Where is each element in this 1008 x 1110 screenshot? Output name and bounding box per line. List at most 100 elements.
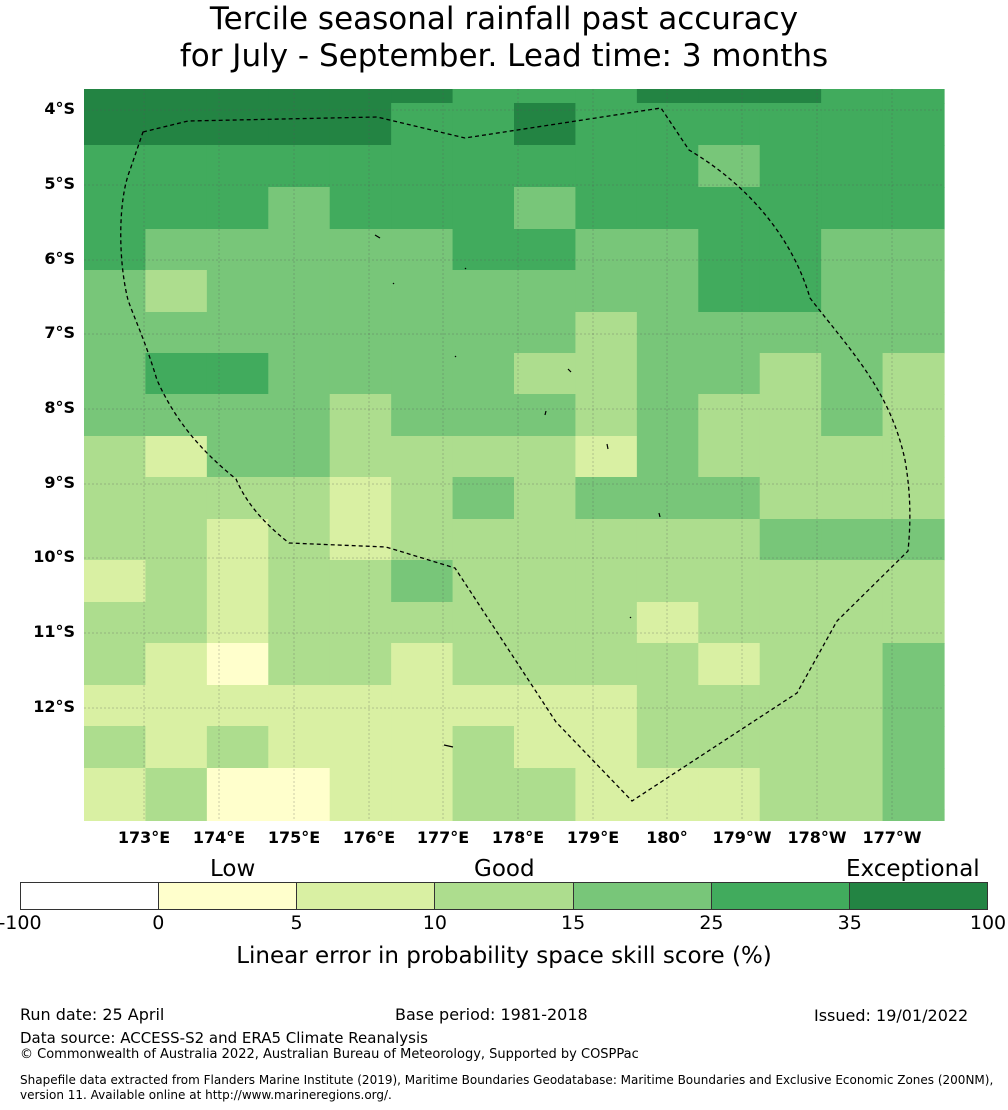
skill-cell bbox=[759, 394, 822, 437]
skill-cell bbox=[698, 436, 761, 478]
skill-cell bbox=[84, 312, 147, 354]
skill-cell bbox=[759, 89, 822, 104]
longitude-label: 177°E bbox=[416, 828, 470, 847]
skill-cell bbox=[329, 270, 392, 313]
category-good: Good bbox=[474, 856, 535, 882]
skill-cell bbox=[145, 768, 208, 810]
skill-cell bbox=[145, 103, 208, 146]
longitude-label: 180° bbox=[646, 828, 688, 847]
skill-cell bbox=[84, 768, 147, 810]
skill-cell bbox=[514, 103, 577, 146]
shapefile-credit: Shapefile data extracted from Flanders M… bbox=[20, 1073, 994, 1102]
skill-cell bbox=[698, 145, 761, 188]
copyright: © Commonwealth of Australia 2022, Austra… bbox=[20, 1047, 639, 1062]
skill-cell bbox=[821, 477, 884, 520]
skill-cell bbox=[452, 187, 515, 230]
skill-cell bbox=[514, 477, 577, 520]
skill-cell bbox=[636, 809, 699, 821]
skill-cell bbox=[206, 229, 269, 271]
skill-cell bbox=[698, 187, 761, 230]
skill-cell bbox=[268, 809, 331, 821]
skill-cell bbox=[821, 394, 884, 437]
skill-cell bbox=[759, 187, 822, 230]
skill-cell bbox=[759, 436, 822, 478]
skill-cell bbox=[759, 560, 822, 603]
skill-cell bbox=[452, 103, 515, 146]
skill-cell bbox=[575, 809, 638, 821]
skill-cell bbox=[698, 602, 761, 644]
skill-cell bbox=[575, 560, 638, 603]
skill-cell bbox=[268, 602, 331, 644]
skill-cell bbox=[636, 519, 699, 561]
skill-cell bbox=[329, 436, 392, 478]
skill-cell bbox=[329, 519, 392, 561]
skill-cell bbox=[84, 89, 147, 104]
skill-cell bbox=[575, 726, 638, 769]
skill-cell bbox=[575, 187, 638, 230]
colorbar-tick-label: 25 bbox=[699, 912, 724, 934]
skill-cell bbox=[452, 602, 515, 644]
skill-cell bbox=[575, 353, 638, 395]
skill-cell bbox=[575, 477, 638, 520]
skill-cell bbox=[636, 145, 699, 188]
skill-cell bbox=[821, 685, 884, 727]
colorbar-tick-label: 0 bbox=[152, 912, 165, 934]
skill-cell bbox=[575, 145, 638, 188]
skill-cell bbox=[452, 809, 515, 821]
skill-cell bbox=[452, 685, 515, 727]
skill-cell bbox=[268, 685, 331, 727]
skill-cell bbox=[698, 270, 761, 313]
skill-cell bbox=[206, 270, 269, 313]
skill-cell bbox=[882, 809, 945, 821]
skill-cell bbox=[206, 353, 269, 395]
skill-cell bbox=[391, 394, 454, 437]
skill-cell bbox=[636, 643, 699, 686]
skill-cell bbox=[206, 89, 269, 104]
skill-cell bbox=[698, 809, 761, 821]
skill-cell bbox=[329, 89, 392, 104]
skill-cell bbox=[329, 353, 392, 395]
skill-cell bbox=[821, 436, 884, 478]
skill-cell bbox=[268, 187, 331, 230]
skill-cell bbox=[698, 353, 761, 395]
skill-cell bbox=[882, 145, 945, 188]
skill-cell bbox=[698, 643, 761, 686]
graticule bbox=[84, 89, 944, 821]
skill-cell bbox=[206, 394, 269, 437]
skill-cell bbox=[636, 103, 699, 146]
skill-cell bbox=[452, 436, 515, 478]
skill-cell bbox=[759, 519, 822, 561]
skill-cell bbox=[84, 685, 147, 727]
skill-cell bbox=[84, 103, 147, 146]
skill-cell bbox=[329, 809, 392, 821]
skill-cell bbox=[145, 560, 208, 603]
skill-cell bbox=[145, 726, 208, 769]
skill-cell bbox=[391, 312, 454, 354]
skill-cell bbox=[268, 312, 331, 354]
longitude-label: 178°W bbox=[787, 828, 847, 847]
skill-cell bbox=[452, 768, 515, 810]
skill-cell bbox=[759, 312, 822, 354]
skill-cell bbox=[514, 229, 577, 271]
longitude-label: 179°E bbox=[566, 828, 620, 847]
skill-cell bbox=[575, 519, 638, 561]
skill-cell bbox=[329, 103, 392, 146]
longitude-label: 173°E bbox=[117, 828, 171, 847]
skill-cell bbox=[391, 768, 454, 810]
skill-cell bbox=[268, 103, 331, 146]
skill-cell bbox=[882, 229, 945, 271]
skill-cell bbox=[391, 809, 454, 821]
skill-cell bbox=[145, 602, 208, 644]
skill-cell bbox=[575, 436, 638, 478]
skill-cell bbox=[329, 312, 392, 354]
skill-cell bbox=[698, 519, 761, 561]
skill-cell bbox=[452, 89, 515, 104]
skill-cell bbox=[145, 519, 208, 561]
skill-cell bbox=[514, 643, 577, 686]
skill-cell bbox=[821, 270, 884, 313]
skill-cell bbox=[391, 560, 454, 603]
eez-boundary bbox=[120, 107, 911, 802]
skill-cell bbox=[206, 560, 269, 603]
skill-cell bbox=[145, 436, 208, 478]
skill-cell bbox=[452, 643, 515, 686]
